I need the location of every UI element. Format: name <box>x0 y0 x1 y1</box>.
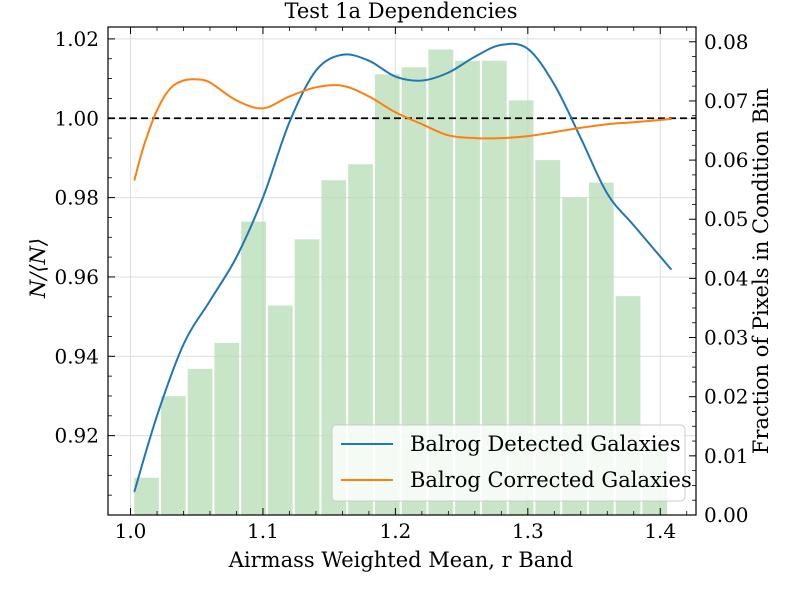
histogram-bar-3 <box>214 342 240 515</box>
x-tick-label-2: 1.2 <box>379 519 411 543</box>
x-axis-title: Airmass Weighted Mean, r Band <box>228 548 574 572</box>
series-lines <box>133 42 672 493</box>
y-tick-label-left-2: 0.96 <box>54 265 99 289</box>
series-line-0 <box>133 42 672 493</box>
series-line-1 <box>133 78 672 181</box>
histogram-bar-2 <box>187 368 213 515</box>
x-tick-label-4: 1.4 <box>644 519 676 543</box>
histogram-bar-5 <box>267 305 293 515</box>
legend-box <box>331 424 686 502</box>
histogram-bar-6 <box>294 239 320 515</box>
y-tick-label-right-5: 0.05 <box>704 207 749 231</box>
y-tick-label-left-3: 0.98 <box>54 186 99 210</box>
y-tick-label-right-6: 0.06 <box>704 148 749 172</box>
y-tick-label-left-4: 1.00 <box>54 106 99 130</box>
y-tick-label-left-0: 0.92 <box>54 424 99 448</box>
y-tick-label-right-7: 0.07 <box>704 89 749 113</box>
y-axis-title-left: N/⟨N⟩ <box>26 238 50 299</box>
x-tick-label-1: 1.1 <box>247 519 279 543</box>
plot-frame <box>107 26 697 516</box>
legend-label-corrected: Balrog Corrected Galaxies <box>410 468 692 492</box>
histogram-bar-1 <box>160 396 186 515</box>
y-tick-label-right-8: 0.08 <box>704 30 749 54</box>
y-tick-label-right-3: 0.03 <box>704 326 749 350</box>
y-tick-label-right-2: 0.02 <box>704 385 749 409</box>
chart-title: Test 1a Dependencies <box>285 0 518 23</box>
y-tick-label-right-1: 0.01 <box>704 444 749 468</box>
y-tick-label-right-0: 0.00 <box>704 503 749 527</box>
y-tick-label-right-4: 0.04 <box>704 266 749 290</box>
axis-ticks <box>108 27 696 516</box>
histogram-bar-0 <box>134 477 159 515</box>
y-tick-label-left-1: 0.94 <box>54 344 99 368</box>
legend: Balrog Detected Galaxies Balrog Correcte… <box>331 424 692 502</box>
y-tick-label-left-5: 1.02 <box>54 27 99 51</box>
x-tick-label-0: 1.0 <box>115 519 147 543</box>
x-tick-label-3: 1.3 <box>512 519 544 543</box>
histogram-bar-4 <box>241 221 266 515</box>
tick-labels: 1.0 1.1 1.2 1.3 1.4 0.92 0.94 0.96 0.98 1.00 1.02 0… <box>54 27 748 543</box>
y-axis-title-right: Fraction of Pixels in Condition Bin <box>749 88 773 454</box>
legend-label-detected: Balrog Detected Galaxies <box>410 432 681 456</box>
